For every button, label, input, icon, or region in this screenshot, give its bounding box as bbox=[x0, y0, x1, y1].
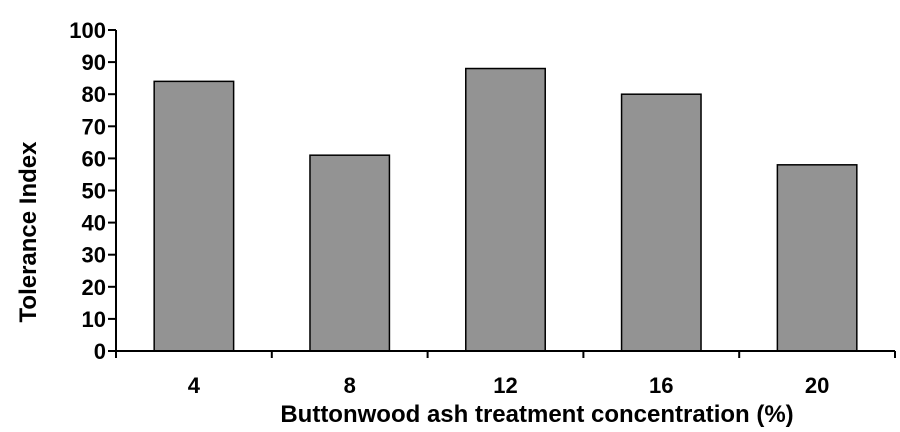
bar-20 bbox=[776, 164, 858, 352]
bar-4 bbox=[153, 80, 235, 352]
y-ticks: 0 10 20 30 40 50 60 70 80 90 100 bbox=[69, 18, 116, 364]
x-axis-title: Buttonwood ash treatment concentration (… bbox=[280, 401, 793, 428]
x-tick-label-8: 8 bbox=[344, 373, 356, 398]
y-tick-label: 70 bbox=[82, 114, 106, 139]
x-ticks: 4 8 12 16 20 bbox=[115, 351, 896, 398]
bar-8 bbox=[309, 154, 391, 352]
x-tick-label-20: 20 bbox=[805, 373, 829, 398]
y-tick-label: 50 bbox=[82, 179, 106, 204]
bars-layer bbox=[153, 67, 858, 352]
y-axis-title: Tolerance Index bbox=[15, 141, 42, 323]
bar-12 bbox=[465, 67, 546, 352]
y-tick-label: 10 bbox=[82, 307, 106, 332]
bar-16 bbox=[620, 93, 702, 352]
y-tick-label: 80 bbox=[82, 82, 106, 107]
x-tick-label-16: 16 bbox=[649, 373, 673, 398]
y-tick-label: 60 bbox=[82, 146, 106, 171]
x-tick-label-12: 12 bbox=[493, 373, 517, 398]
y-tick-label: 0 bbox=[94, 339, 106, 364]
x-tick-label-4: 4 bbox=[188, 373, 201, 398]
y-tick-label: 40 bbox=[82, 211, 106, 236]
y-tick-label: 20 bbox=[82, 275, 106, 300]
y-tick-label: 100 bbox=[69, 18, 106, 43]
y-tick-label: 30 bbox=[82, 243, 106, 268]
y-tick-label: 90 bbox=[82, 50, 106, 75]
